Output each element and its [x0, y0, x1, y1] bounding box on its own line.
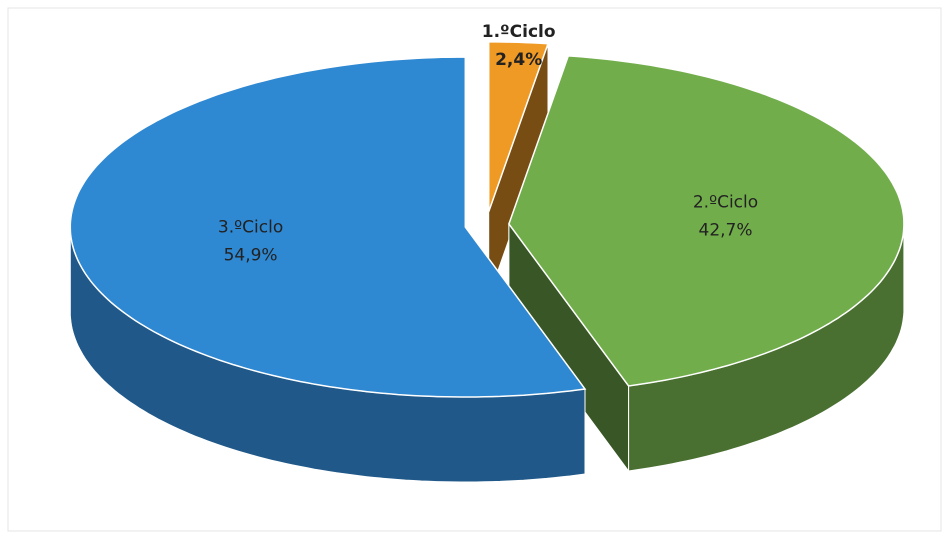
slice-value-label: 54,9%	[224, 245, 278, 265]
slice-label: 2.ºCiclo	[693, 193, 758, 213]
slice-label: 1.ºCiclo	[482, 22, 556, 42]
slice-label: 3.ºCiclo	[218, 217, 283, 237]
slice-value-label: 42,7%	[699, 221, 753, 241]
pie-slice	[508, 55, 905, 387]
slice-value-label: 2,4%	[495, 50, 542, 70]
pie-slice	[487, 41, 550, 213]
pie-slice	[69, 56, 587, 398]
